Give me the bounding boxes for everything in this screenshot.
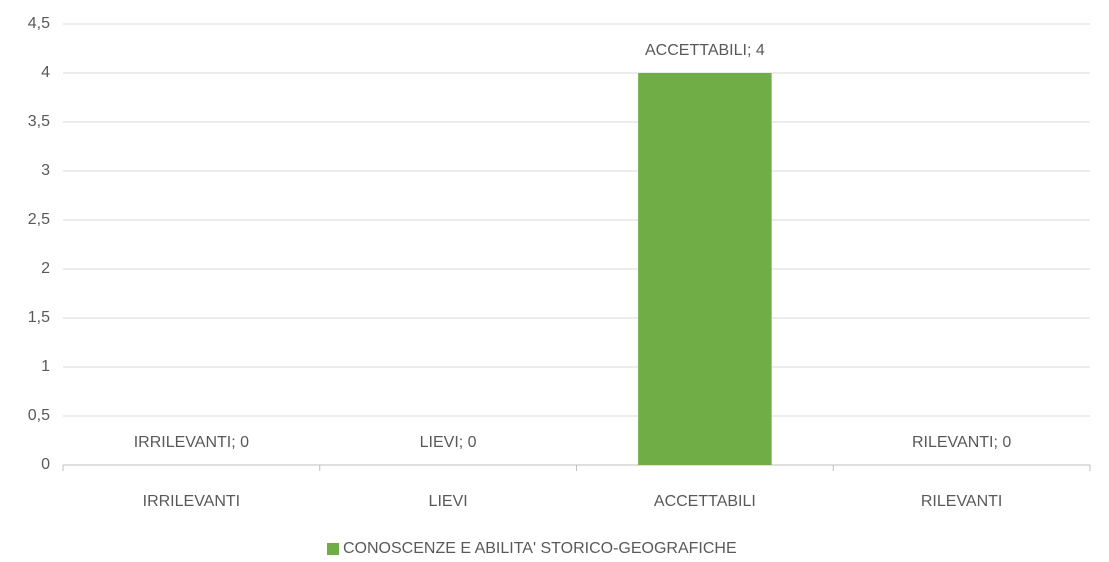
x-tick-label: RILEVANTI bbox=[921, 493, 1003, 510]
y-tick-label: 1,5 bbox=[28, 309, 50, 326]
x-tick-label: ACCETTABILI bbox=[654, 493, 756, 510]
legend-label: CONOSCENZE E ABILITA' STORICO-GEOGRAFICH… bbox=[343, 540, 737, 557]
y-tick-label: 2 bbox=[41, 260, 50, 277]
data-label: LIEVI; 0 bbox=[420, 434, 477, 451]
y-tick-label: 4,5 bbox=[28, 15, 50, 32]
y-tick-label: 3,5 bbox=[28, 113, 50, 130]
data-label: IRRILEVANTI; 0 bbox=[134, 434, 249, 451]
data-label: RILEVANTI; 0 bbox=[912, 434, 1011, 451]
legend-swatch bbox=[327, 543, 339, 555]
y-tick-label: 4 bbox=[41, 64, 50, 81]
x-tick-label: LIEVI bbox=[429, 493, 468, 510]
y-tick-label: 0,5 bbox=[28, 407, 50, 424]
x-tick-label: IRRILEVANTI bbox=[143, 493, 241, 510]
data-label: ACCETTABILI; 4 bbox=[645, 42, 765, 59]
y-tick-label: 0 bbox=[41, 456, 50, 473]
y-tick-label: 2,5 bbox=[28, 211, 50, 228]
bar bbox=[638, 73, 772, 465]
y-tick-label: 1 bbox=[41, 358, 50, 375]
y-tick-label: 3 bbox=[41, 162, 50, 179]
